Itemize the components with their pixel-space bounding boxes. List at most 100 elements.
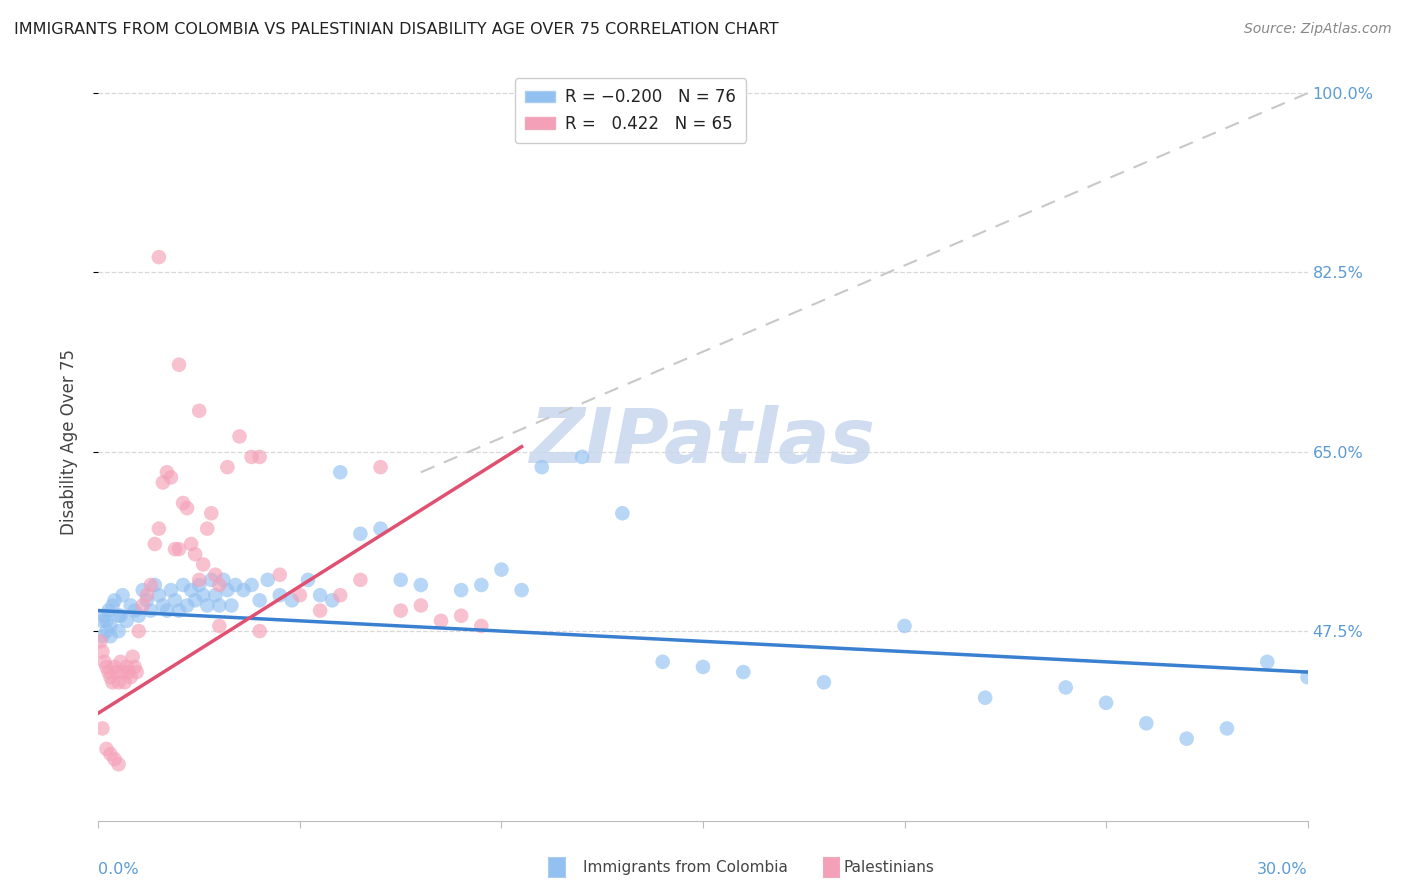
Point [389,604,412,618]
Point [288,588,311,602]
Point [240,578,263,592]
Point [148,588,170,602]
Point [813,675,835,690]
Point [1135,716,1157,731]
Point [105,665,128,679]
Point [309,604,332,618]
Point [120,670,142,684]
Point [389,573,412,587]
Point [110,608,132,623]
Point [409,599,432,613]
Text: 0.0%: 0.0% [98,863,139,878]
Point [114,675,136,690]
Point [692,660,714,674]
Point [349,526,371,541]
Point [156,465,179,479]
Point [269,588,291,602]
Text: Immigrants from Colombia: Immigrants from Colombia [583,861,789,875]
Point [91,614,114,628]
Point [128,624,150,639]
Point [107,675,129,690]
Point [91,629,114,643]
Point [208,599,231,613]
Point [269,567,291,582]
Point [100,747,122,761]
Point [172,578,194,592]
Point [180,537,202,551]
Point [110,655,132,669]
Point [188,404,211,418]
Point [100,619,122,633]
Point [208,619,231,633]
Point [193,558,215,572]
Point [217,460,239,475]
Point [974,690,997,705]
Point [321,593,343,607]
Point [160,583,183,598]
Point [132,583,155,598]
Point [309,588,332,602]
Point [163,542,186,557]
Point [96,614,118,628]
Point [204,588,226,602]
Point [651,655,673,669]
Point [329,588,352,602]
Point [204,567,226,582]
Point [195,599,218,613]
Point [176,599,198,613]
Point [100,629,122,643]
Point [470,578,492,592]
Point [103,593,125,607]
Point [200,506,222,520]
Point [212,573,235,587]
Point [1095,696,1118,710]
Point [107,624,129,639]
Point [249,450,271,464]
Point [167,604,190,618]
Point [148,522,170,536]
Point [148,250,170,264]
Point [612,506,634,520]
Point [232,583,254,598]
Point [132,599,155,613]
Point [101,599,124,613]
Point [180,583,202,598]
Point [107,757,129,772]
Point [733,665,755,679]
Point [200,573,222,587]
Point [370,522,392,536]
Point [510,583,533,598]
Point [111,665,134,679]
Point [450,583,472,598]
Point [228,429,250,443]
Point [370,460,392,475]
Point [139,604,162,618]
Point [143,537,166,551]
Text: 30.0%: 30.0% [1257,863,1308,878]
Point [1054,681,1077,695]
Point [91,722,114,736]
Point [188,573,211,587]
Point [172,496,194,510]
Point [208,578,231,592]
Point [281,593,304,607]
Point [160,470,183,484]
Point [121,649,143,664]
Point [96,660,118,674]
Point [1256,655,1278,669]
Point [91,644,114,658]
Point [156,604,179,618]
Point [125,665,148,679]
Point [176,501,198,516]
Point [249,624,271,639]
Point [530,460,553,475]
Point [193,588,215,602]
Point [135,588,157,602]
Point [450,608,472,623]
Point [167,542,190,557]
Point [96,624,118,639]
Point [1216,722,1239,736]
Point [115,614,138,628]
Point [152,475,174,490]
Point [893,619,915,633]
